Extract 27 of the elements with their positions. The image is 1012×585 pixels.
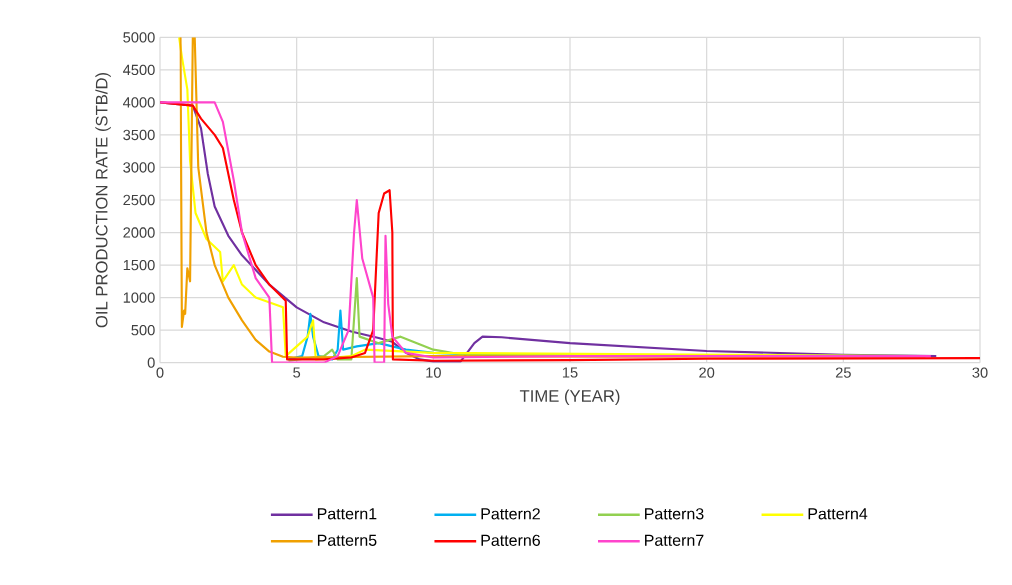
y-tick-label: 3500 — [123, 129, 155, 140]
legend-label: Pattern2 — [481, 508, 540, 520]
y-tick-label: 2500 — [123, 194, 155, 206]
legend-label: Pattern1 — [317, 508, 377, 520]
y-tick-label: 2000 — [123, 227, 155, 238]
y-tick-label: 1500 — [123, 259, 155, 271]
x-tick-label: 0 — [156, 367, 164, 378]
y-tick-label: 500 — [131, 324, 155, 336]
y-tick-label: 5000 — [123, 32, 155, 43]
legend-label: Pattern4 — [808, 508, 868, 520]
y-axis-title: OIL PRODUCTION RATE (STB/D) — [95, 72, 111, 328]
x-tick-label: 20 — [699, 367, 715, 378]
x-tick-label: 25 — [835, 367, 851, 378]
legend-label: Pattern6 — [481, 534, 540, 546]
y-tick-label: 4000 — [123, 97, 155, 108]
y-tick-label: 0 — [147, 357, 155, 368]
x-axis-title: TIME (YEAR) — [519, 389, 620, 405]
x-tick-label: 5 — [293, 367, 301, 378]
legend-label: Pattern5 — [317, 534, 377, 546]
y-tick-label: 4500 — [123, 64, 155, 75]
legend-label: Pattern7 — [645, 534, 704, 546]
legend-label: Pattern3 — [645, 508, 704, 520]
y-tick-label: 3000 — [123, 162, 155, 173]
x-tick-label: 10 — [426, 367, 441, 378]
x-tick-label: 30 — [972, 367, 988, 378]
y-tick-label: 1000 — [123, 292, 155, 303]
x-tick-label: 15 — [562, 367, 578, 378]
